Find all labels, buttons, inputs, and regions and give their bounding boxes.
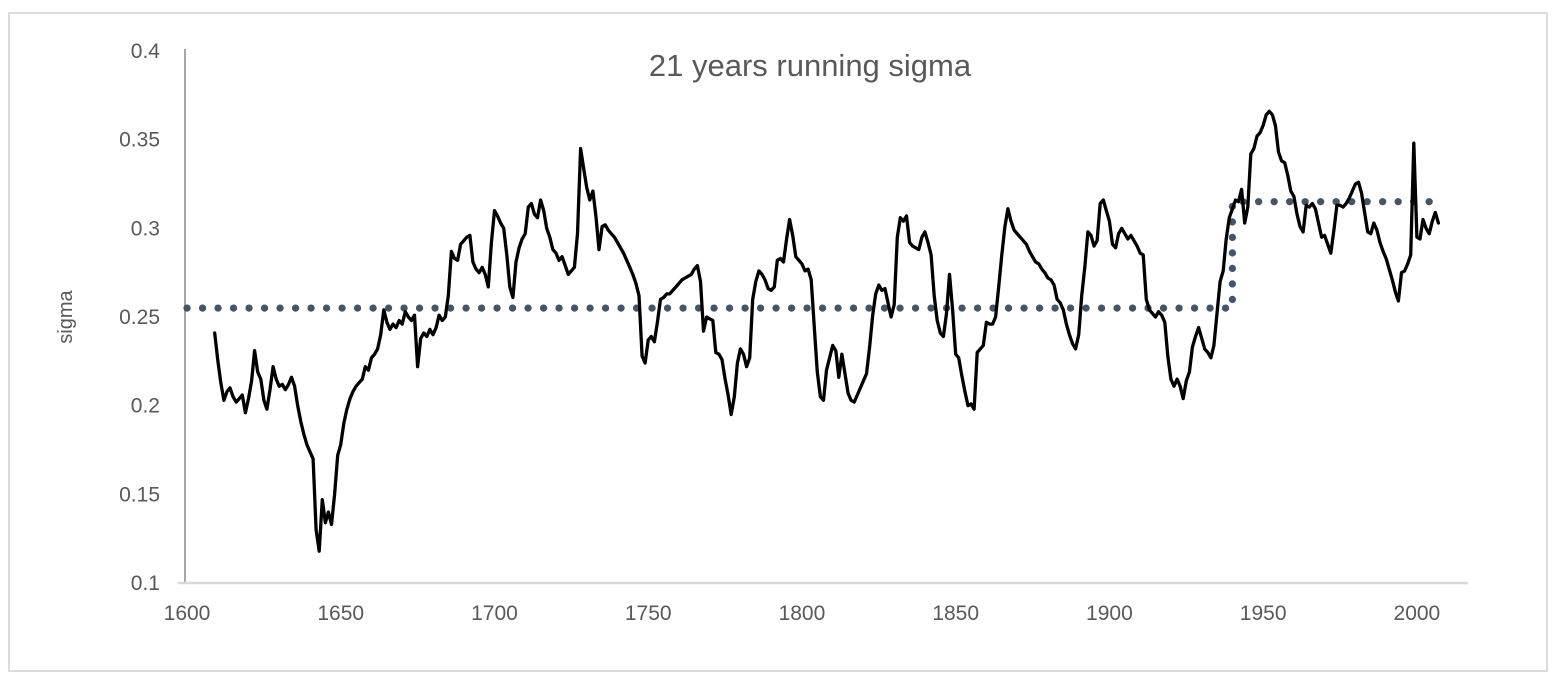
y-tick-label: 0.1 (131, 572, 160, 595)
x-tick-label: 1850 (932, 602, 979, 625)
x-tick-label: 1600 (164, 602, 211, 625)
x-tick-label: 1900 (1086, 602, 1133, 625)
series-line (213, 109, 1441, 553)
x-tick-label: 2000 (1394, 602, 1441, 625)
x-tick-label: 1950 (1240, 602, 1287, 625)
x-tick-label: 1800 (779, 602, 826, 625)
y-tick-label: 0.2 (131, 395, 160, 418)
x-tick-label: 1700 (471, 602, 518, 625)
y-axis-title: sigma (55, 289, 77, 343)
x-tick-label: 1650 (317, 602, 364, 625)
mean-step-line (183, 198, 1446, 312)
y-tick-label: 0.3 (131, 217, 160, 240)
chart-title: 21 years running sigma (649, 48, 972, 83)
y-tick-label: 0.15 (119, 483, 160, 506)
x-tick-label: 1750 (625, 602, 672, 625)
y-tick-label: 0.4 (131, 40, 161, 63)
y-tick-label: 0.25 (119, 306, 160, 329)
chart-frame: 0.4 0.35 0.3 0.25 0.2 0.15 0.1 1600 1650 1700 175… (8, 12, 1548, 672)
y-tick-label: 0.35 (119, 129, 160, 152)
running-sigma-chart: 0.4 0.35 0.3 0.25 0.2 0.15 0.1 1600 1650 1700 175… (55, 40, 1468, 625)
